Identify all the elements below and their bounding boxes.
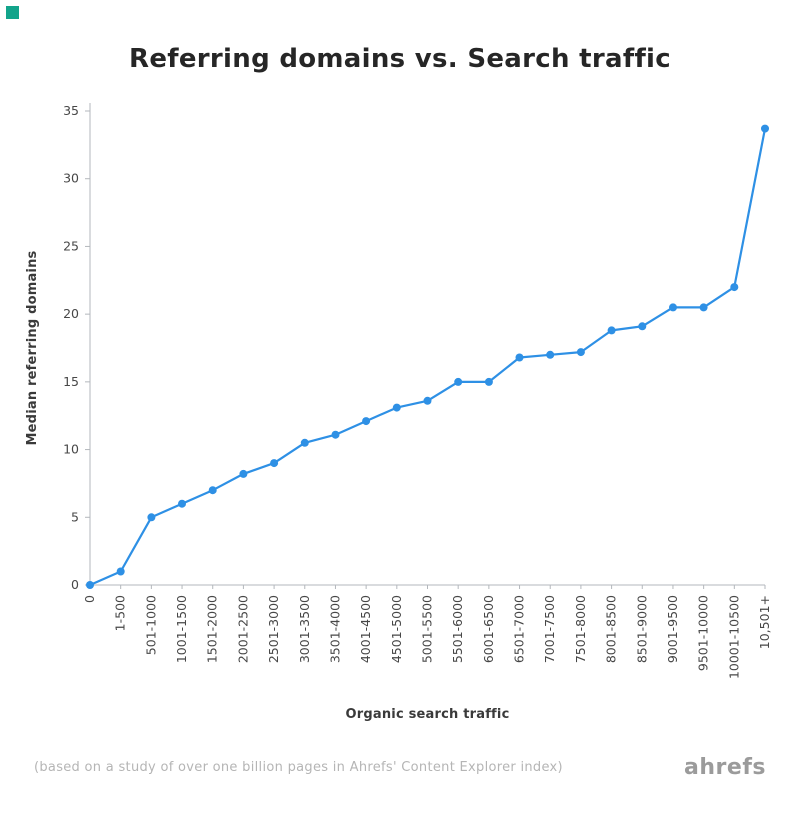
- data-point: [208, 486, 217, 495]
- y-tick-label: 35: [63, 103, 79, 118]
- data-point: [607, 326, 616, 335]
- data-point: [178, 499, 186, 508]
- y-axis-label: Median referring domains: [25, 250, 40, 445]
- ahrefs-logo: ahrefs: [684, 755, 766, 780]
- source-note: (based on a study of over one billion pa…: [34, 760, 563, 775]
- x-tick-label: 10,501+: [757, 595, 772, 649]
- x-tick-label: 7501-8000: [573, 595, 588, 663]
- data-point: [546, 350, 555, 359]
- data-point: [300, 438, 309, 447]
- data-point: [270, 459, 279, 468]
- y-tick-label: 5: [71, 509, 79, 524]
- x-tick-label: 7001-7500: [542, 595, 557, 663]
- x-tick-label: 1501-2000: [205, 595, 220, 663]
- x-tick-label: 8501-9000: [634, 595, 649, 663]
- x-axis-label: Organic search traffic: [346, 707, 510, 722]
- x-tick-label: 2001-2500: [235, 595, 250, 663]
- line-chart-canvas: 0 5 10 15 20 25 30 35 0 1-500 501-1000 1001-1500 150…: [25, 103, 772, 722]
- data-point: [423, 396, 432, 405]
- data-point: [331, 430, 340, 439]
- y-tick-label: 0: [71, 577, 79, 592]
- x-tick-label: 5501-6000: [450, 595, 465, 663]
- y-tick-label: 10: [63, 442, 79, 457]
- data-point: [116, 567, 125, 576]
- x-tick-label: 2501-3000: [266, 595, 281, 663]
- y-tick-label: 20: [63, 306, 79, 321]
- data-point: [454, 377, 463, 386]
- x-tick-label: 9001-9500: [665, 595, 680, 663]
- data-point: [669, 303, 677, 312]
- data-point: [86, 581, 94, 589]
- chart: 0 5 10 15 20 25 30 35 0 1-500 501-1000 1001-1500 150…: [0, 88, 800, 753]
- data-point: [484, 377, 493, 386]
- x-tick-label: 501-1000: [143, 595, 158, 655]
- x-tick-label: 10001-10500: [726, 595, 741, 679]
- data-point: [515, 353, 524, 362]
- data-point: [392, 403, 401, 412]
- x-tick-label: 1001-1500: [174, 595, 189, 663]
- y-tick-label: 30: [63, 171, 79, 186]
- data-point: [730, 283, 739, 292]
- y-tick-label: 25: [63, 238, 79, 253]
- data-point: [699, 303, 708, 312]
- x-tick-label: 6001-6500: [481, 595, 496, 663]
- data-point: [576, 348, 585, 357]
- footer: (based on a study of over one billion pa…: [0, 755, 800, 780]
- data-point: [761, 124, 769, 133]
- x-tick-label: 1-500: [113, 595, 128, 631]
- data-point: [147, 513, 156, 522]
- x-tick-label: 5001-5500: [420, 595, 435, 663]
- corner-accent: [6, 6, 19, 19]
- x-tick-label: 3001-3500: [297, 595, 312, 663]
- y-tick-label: 15: [63, 374, 79, 389]
- data-point: [362, 417, 371, 426]
- x-tick-label: 3501-4000: [327, 595, 342, 663]
- data-point: [239, 469, 248, 478]
- x-tick-label: 4501-5000: [389, 595, 404, 663]
- x-tick-label: 0: [82, 595, 97, 603]
- line-series: [88, 127, 767, 587]
- x-tick-label: 8001-8500: [604, 595, 619, 663]
- data-point: [638, 322, 647, 331]
- x-tick-label: 6501-7000: [512, 595, 527, 663]
- x-tick-label: 4001-4500: [358, 595, 373, 663]
- chart-title: Referring domains vs. Search traffic: [129, 44, 671, 74]
- x-tick-label: 9501-10000: [696, 595, 711, 671]
